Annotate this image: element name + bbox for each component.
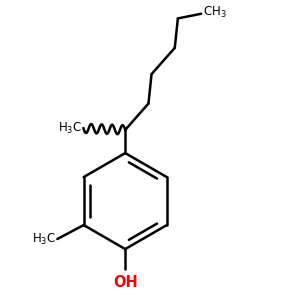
Text: CH$_3$: CH$_3$ (202, 5, 226, 20)
Text: H$_3$C: H$_3$C (32, 232, 56, 247)
Text: H$_3$C: H$_3$C (58, 121, 82, 136)
Text: OH: OH (113, 275, 138, 290)
